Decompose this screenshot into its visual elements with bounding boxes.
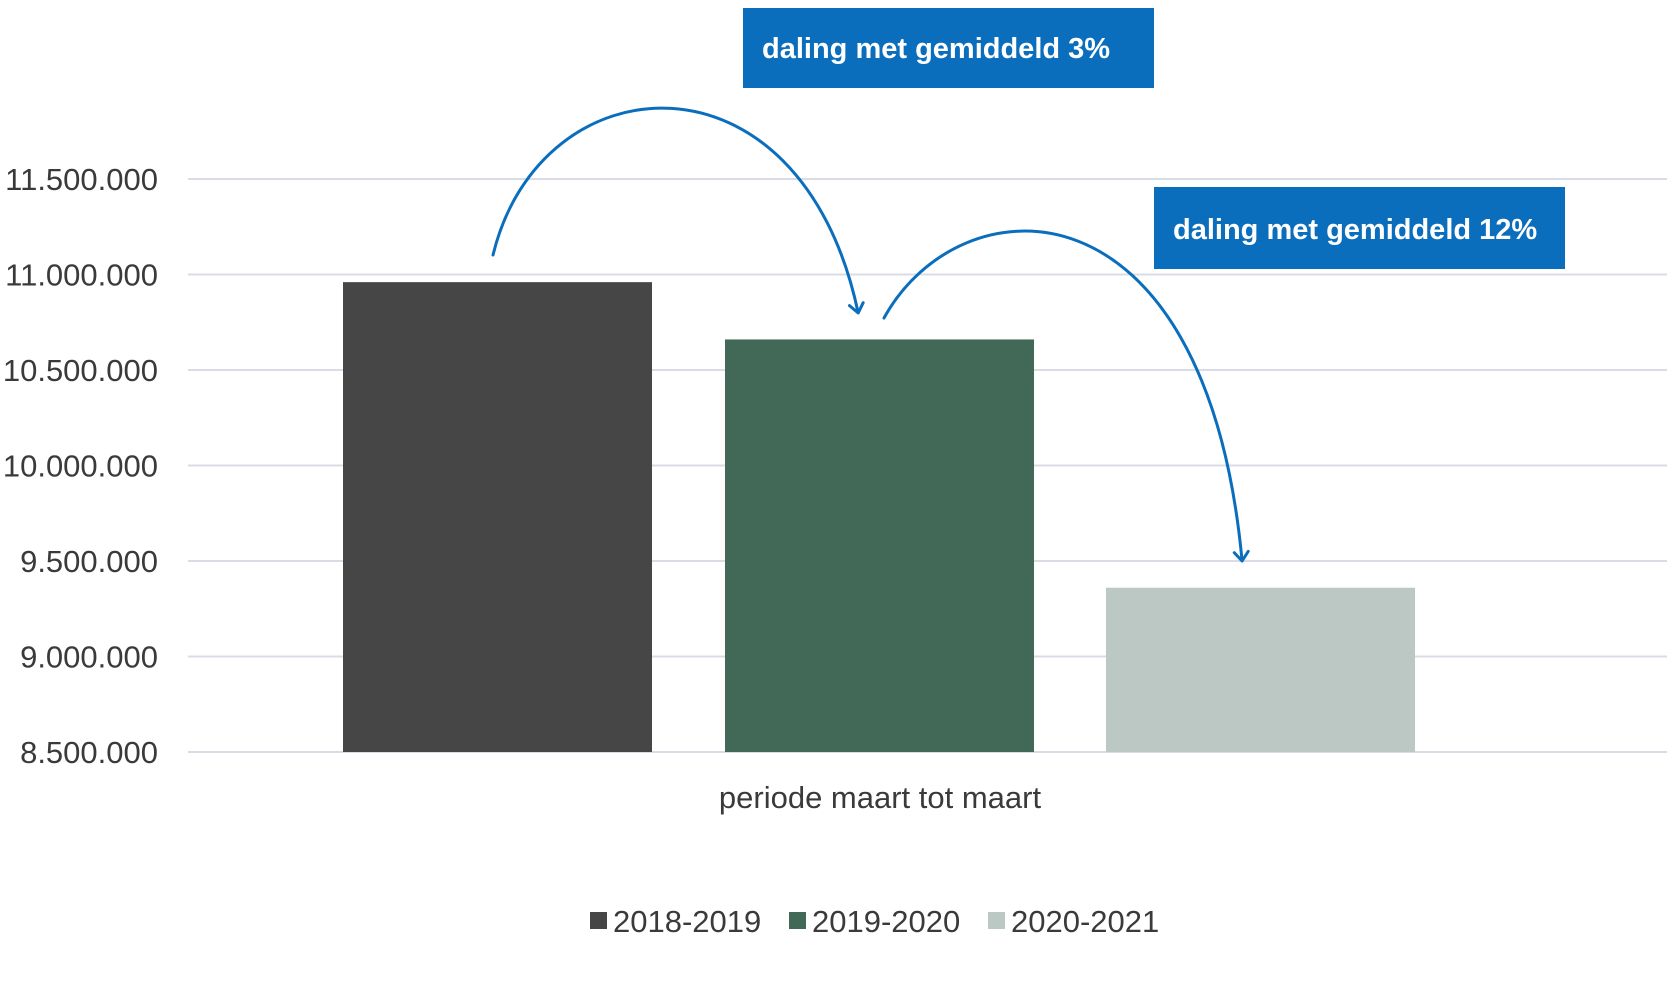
- annotation-text: daling met gemiddeld 12%: [1173, 214, 1537, 246]
- bar-2018-2019: [343, 282, 652, 752]
- y-tick-label: 8.500.000: [20, 735, 158, 770]
- bar-2020-2021: [1106, 587, 1415, 752]
- legend-label-2019-2020: 2019-2020: [812, 904, 960, 939]
- annotation-text: daling met gemiddeld 3%: [762, 33, 1110, 65]
- legend-swatch-2019-2020: [789, 912, 806, 929]
- annotation-arrow: [491, 106, 865, 315]
- y-tick-label: 9.500.000: [20, 544, 158, 579]
- y-tick-label: 11.000.000: [5, 258, 158, 293]
- bars: [343, 282, 1415, 752]
- y-tick-label: 10.000.000: [3, 449, 158, 484]
- y-tick-label: 9.000.000: [20, 640, 158, 675]
- annotation-box: [1154, 187, 1565, 269]
- legend-label-2020-2021: 2020-2021: [1011, 904, 1159, 939]
- legend-label-2018-2019: 2018-2019: [613, 904, 761, 939]
- y-tick-label: 11.500.000: [5, 162, 158, 197]
- legend: 2018-2019 2019-2020 2020-2021: [590, 904, 1159, 939]
- annotation-arrow: [882, 229, 1250, 563]
- legend-swatch-2020-2021: [988, 912, 1005, 929]
- bar-2019-2020: [725, 339, 1034, 752]
- x-axis-label: periode maart tot maart: [719, 780, 1042, 815]
- annotation-box: [743, 8, 1154, 88]
- annotations: daling met gemiddeld 3% daling met gemidd…: [491, 8, 1565, 563]
- y-tick-label: 10.500.000: [3, 353, 158, 388]
- y-axis-tick-labels: 8.500.000 9.000.000 9.500.000 10.000.000 10.…: [3, 162, 158, 770]
- legend-swatch-2018-2019: [590, 912, 607, 929]
